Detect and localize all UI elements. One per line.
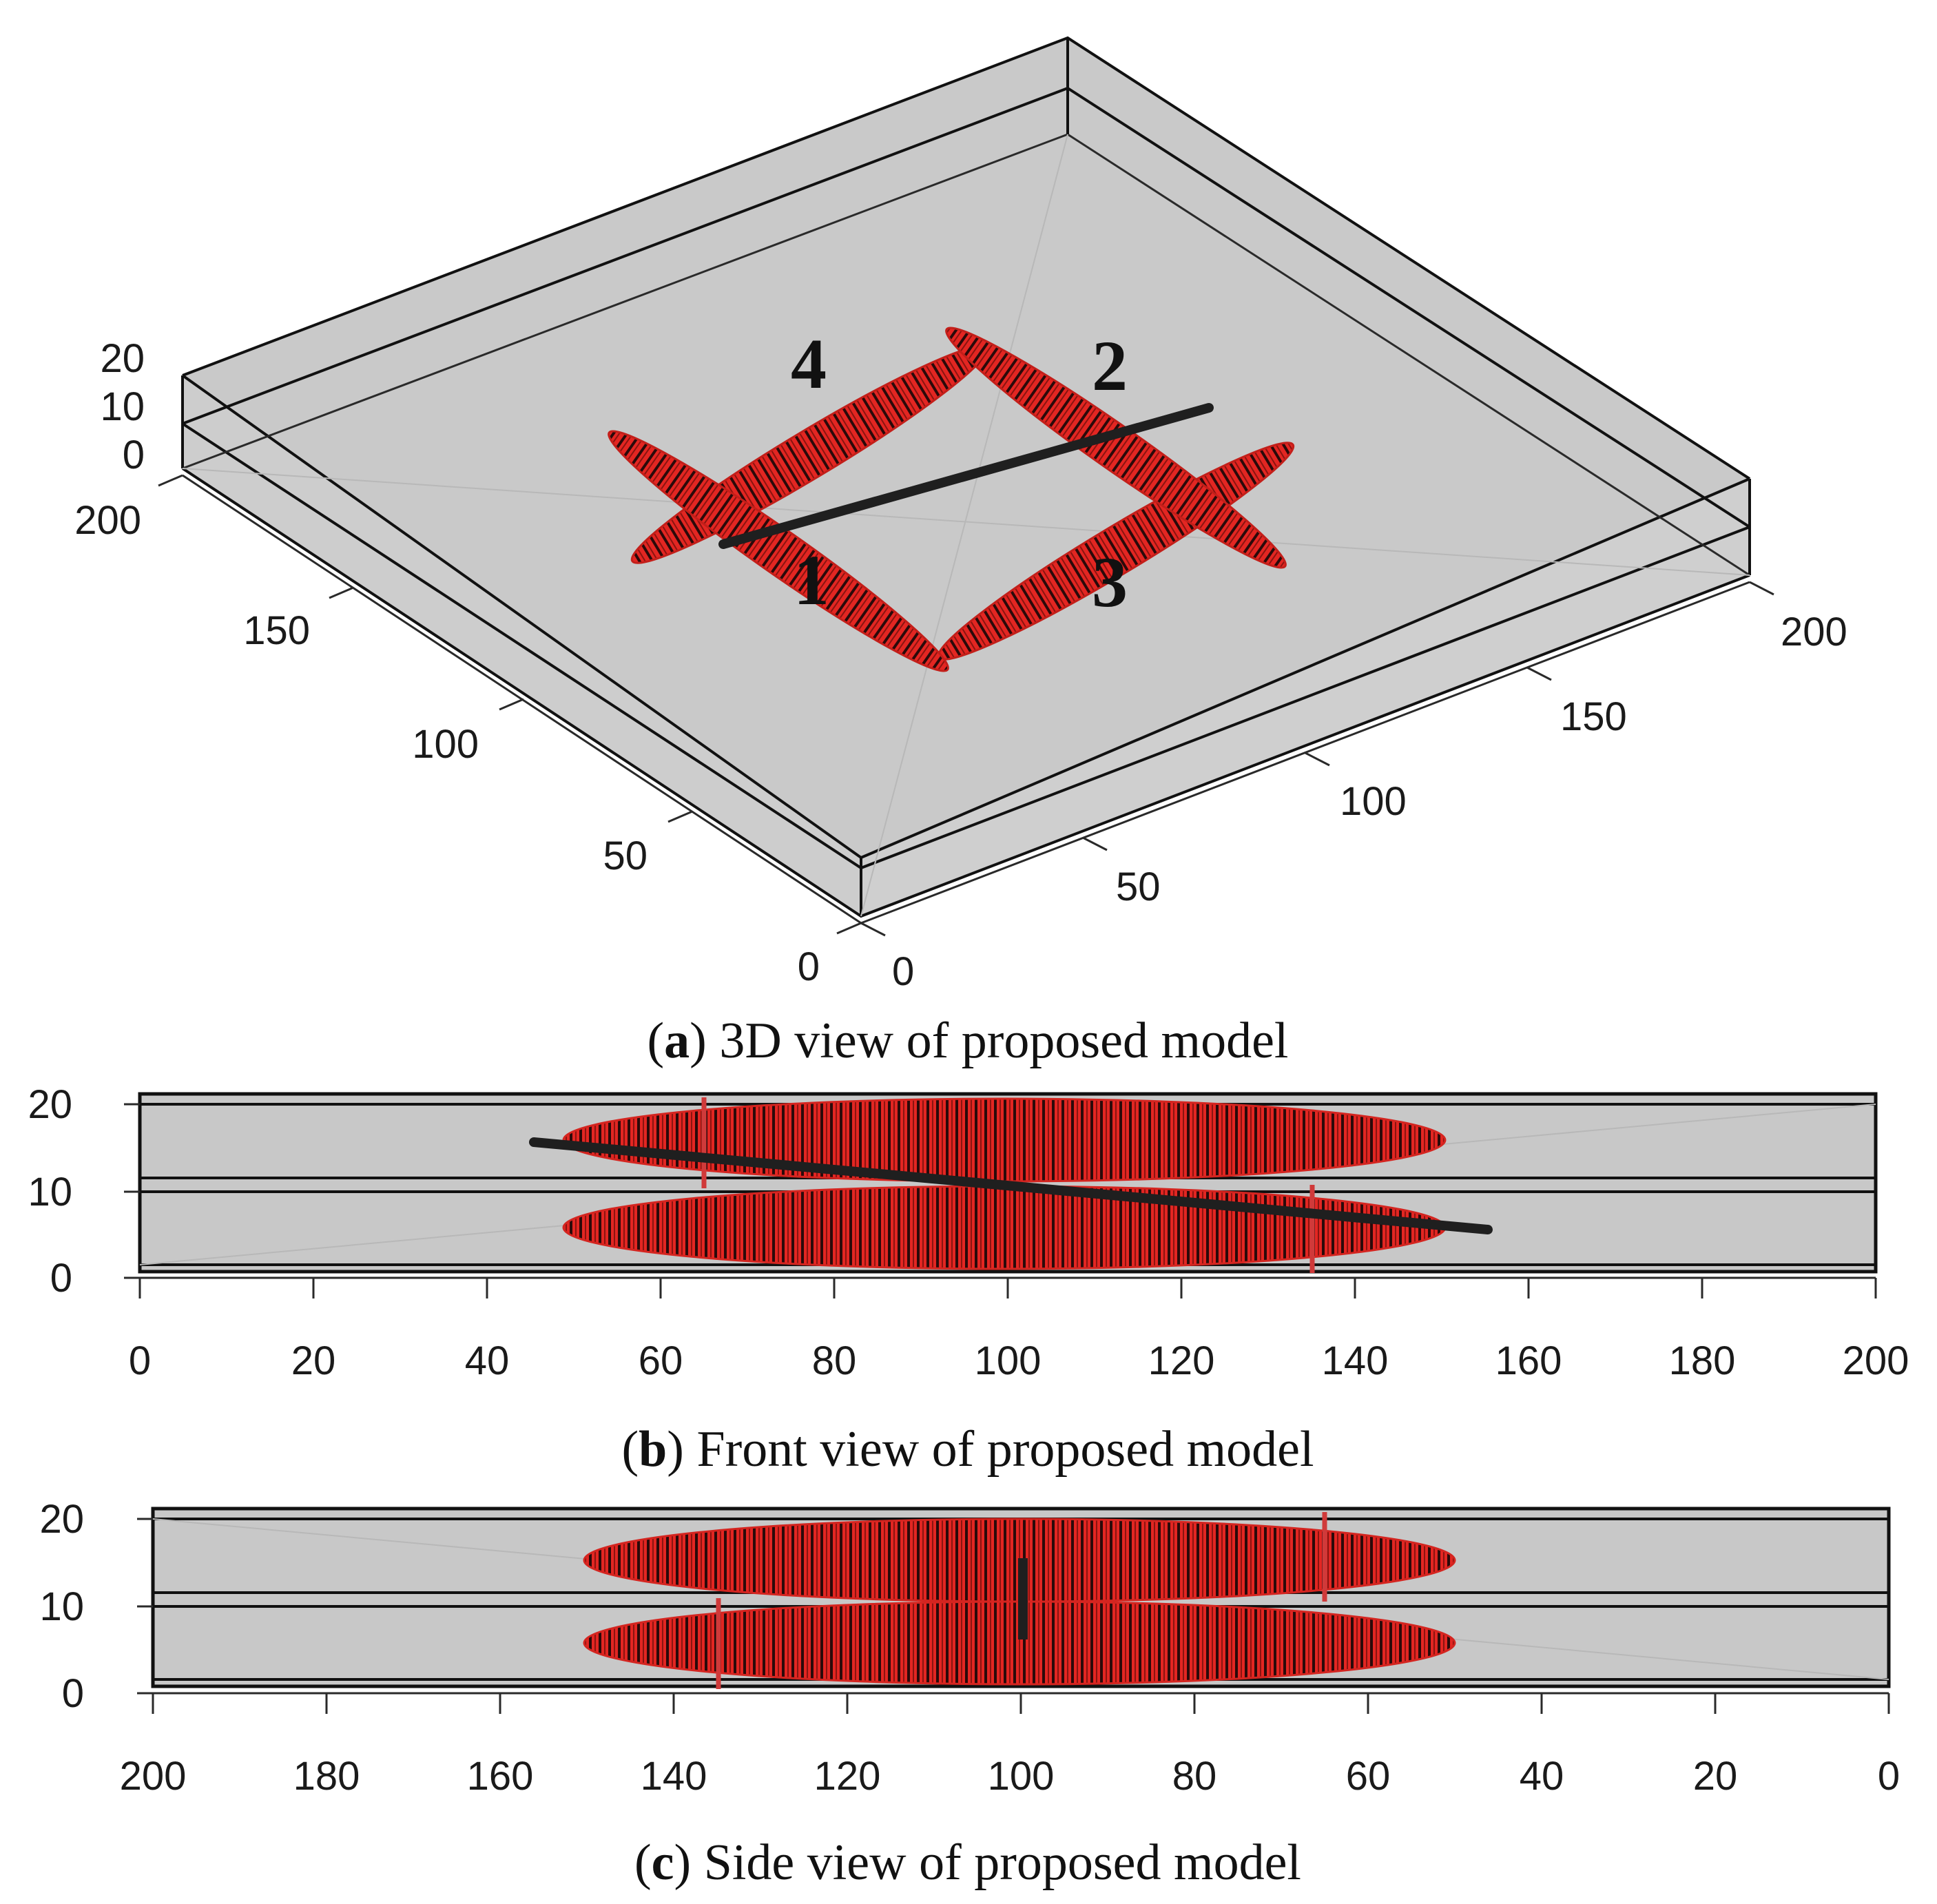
caption-a: (a) 3D view of proposed model (648, 1013, 1289, 1069)
z-tick-20: 20 (100, 336, 145, 381)
front-x-ticks: 0 20 40 60 80 100 120 140 160 180 200 (129, 1278, 1909, 1383)
left-axis-tick-150: 150 (243, 608, 310, 653)
side-x-tick-label: 140 (641, 1754, 707, 1799)
side-x-tick-label: 200 (120, 1754, 187, 1799)
panel-b-front-view: 20 10 0 0 20 40 60 80 100 120 140 160 180 200 (b) … (28, 1082, 1909, 1478)
side-x-tick-label: 60 (1346, 1754, 1391, 1799)
front-y-tick-0: 0 (50, 1256, 72, 1301)
front-x-tick-label: 40 (465, 1338, 510, 1383)
fracture-1 (608, 430, 949, 672)
side-y-tick-10: 10 (39, 1584, 84, 1629)
front-x-tick-label: 100 (975, 1338, 1042, 1383)
block-diagonal-guide-2 (182, 468, 1750, 576)
right-axis-tick-150: 150 (1560, 694, 1627, 739)
right-axis-tick-50: 50 (1116, 865, 1161, 909)
side-x-tick-label: 160 (467, 1754, 534, 1799)
panel-a-3d-view: 1 2 3 4 20 10 0 200 150 100 50 0 (74, 36, 1847, 1069)
right-axis-tick-100: 100 (1340, 779, 1407, 824)
side-y-tick-20: 20 (39, 1497, 84, 1542)
side-x-tick-label: 40 (1520, 1754, 1564, 1799)
side-x-tick-label: 80 (1172, 1754, 1217, 1799)
fracture-label-1: 1 (794, 541, 829, 620)
side-x-ticks: 200 180 160 140 120 100 80 60 40 20 0 (120, 1693, 1900, 1799)
z-tick-10: 10 (100, 384, 145, 429)
right-axis-tick-0: 0 (892, 949, 914, 994)
block-diagonal-guide (860, 134, 1068, 917)
left-axis-tick-100: 100 (412, 722, 479, 767)
front-x-tick-label: 120 (1148, 1338, 1215, 1383)
front-x-tick-label: 140 (1322, 1338, 1389, 1383)
left-axis-tick-50: 50 (603, 834, 648, 878)
front-y-tick-20: 20 (28, 1082, 72, 1127)
panel-c-side-view: 20 10 0 200 180 160 140 120 100 80 60 40 20 0 (c) … (39, 1497, 1900, 1891)
right-axis-tick-200: 200 (1781, 610, 1847, 654)
caption-c: (c) Side view of proposed model (634, 1834, 1301, 1891)
front-x-tick-label: 20 (291, 1338, 336, 1383)
side-x-tick-label: 120 (814, 1754, 881, 1799)
side-x-tick-label: 20 (1693, 1754, 1738, 1799)
front-x-tick-label: 60 (639, 1338, 683, 1383)
front-x-tick-label: 160 (1495, 1338, 1562, 1383)
left-axis-tick-200: 200 (74, 498, 141, 543)
side-x-tick-label: 0 (1878, 1754, 1900, 1799)
right-axis (860, 581, 1774, 937)
front-x-tick-label: 200 (1843, 1338, 1909, 1383)
caption-b: (b) Front view of proposed model (621, 1421, 1314, 1478)
front-fracture-upper (562, 1097, 1447, 1183)
wellbore-3d (718, 403, 1214, 549)
front-x-tick-label: 180 (1669, 1338, 1736, 1383)
side-x-tick-label: 100 (988, 1754, 1055, 1799)
fracture-label-2: 2 (1092, 327, 1128, 406)
front-x-tick-label: 0 (129, 1338, 151, 1383)
front-wellbore (529, 1137, 1493, 1234)
fracture-label-4: 4 (791, 324, 827, 404)
side-y-tick-0: 0 (62, 1671, 84, 1716)
left-axis (158, 474, 862, 935)
front-x-tick-label: 80 (812, 1338, 857, 1383)
front-y-tick-10: 10 (28, 1170, 72, 1214)
side-x-tick-label: 180 (293, 1754, 360, 1799)
fracture-label-3: 3 (1092, 543, 1128, 622)
z-tick-0: 0 (123, 433, 145, 477)
left-axis-tick-0: 0 (798, 944, 820, 989)
